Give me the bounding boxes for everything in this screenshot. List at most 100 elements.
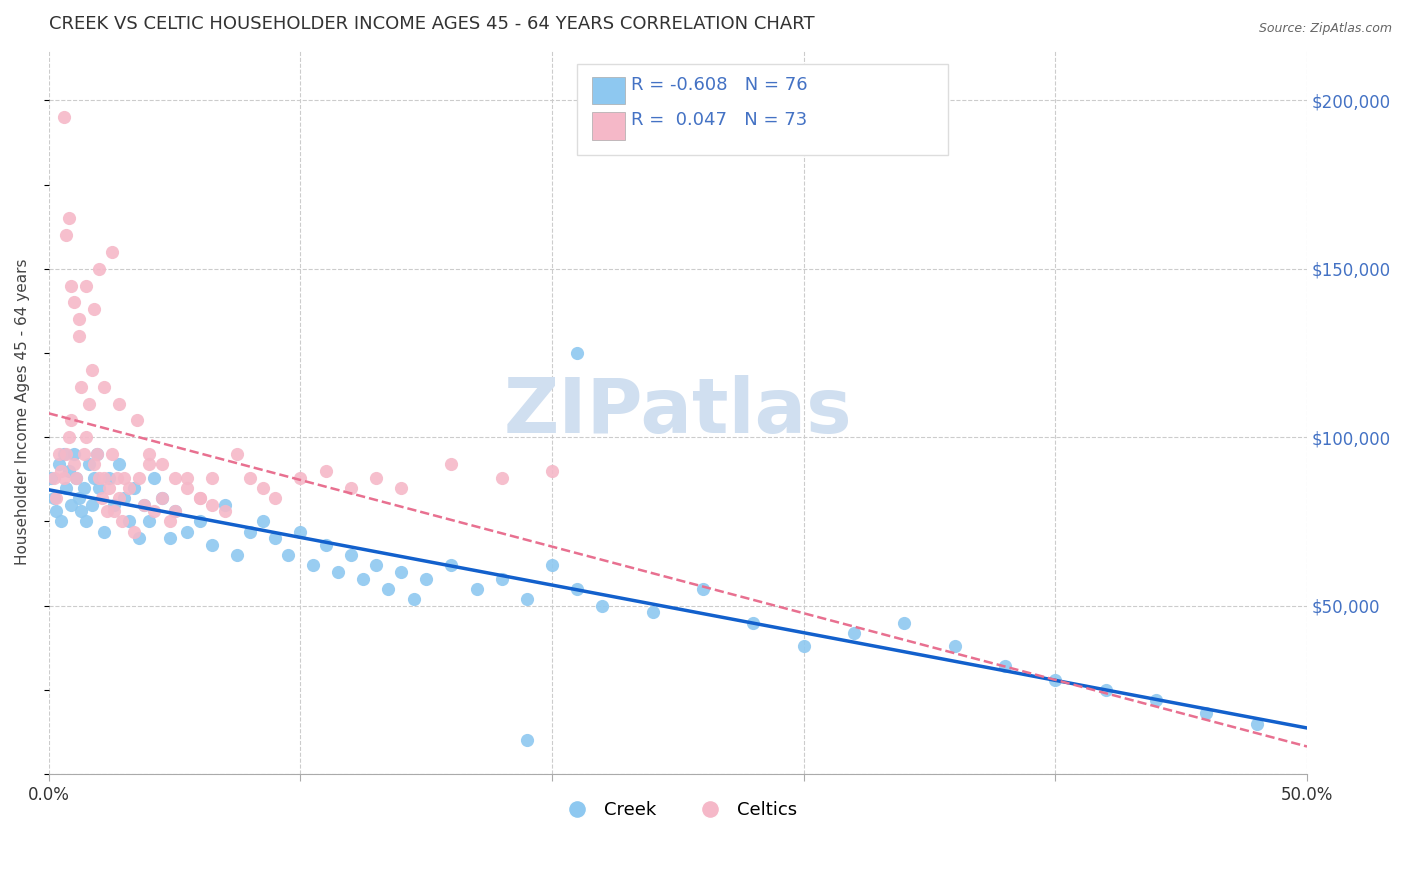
Point	[105, 471, 128, 485]
Point	[138, 457, 160, 471]
Point	[201, 471, 224, 485]
Point	[39, 471, 62, 485]
Point	[214, 504, 236, 518]
Point	[70, 504, 93, 518]
Point	[83, 302, 105, 317]
Point	[188, 491, 211, 505]
Point	[60, 413, 83, 427]
Text: Source: ZipAtlas.com: Source: ZipAtlas.com	[1258, 22, 1392, 36]
Point	[128, 471, 150, 485]
Point	[76, 515, 98, 529]
Point	[112, 491, 135, 505]
Point	[60, 498, 83, 512]
Point	[214, 498, 236, 512]
Text: CREEK VS CELTIC HOUSEHOLDER INCOME AGES 45 - 64 YEARS CORRELATION CHART: CREEK VS CELTIC HOUSEHOLDER INCOME AGES …	[49, 15, 814, 33]
Point	[591, 599, 613, 613]
Point	[76, 430, 98, 444]
Text: ZIPatlas: ZIPatlas	[503, 375, 852, 449]
Point	[96, 504, 118, 518]
Point	[42, 491, 65, 505]
Point	[339, 548, 361, 562]
Point	[124, 481, 146, 495]
Point	[176, 524, 198, 539]
Point	[80, 363, 103, 377]
Point	[943, 639, 966, 653]
Point	[138, 515, 160, 529]
Point	[1094, 682, 1116, 697]
Point	[118, 515, 141, 529]
Point	[73, 447, 96, 461]
Point	[692, 582, 714, 596]
Point	[100, 447, 122, 461]
Point	[163, 504, 186, 518]
Point	[290, 471, 312, 485]
Point	[402, 591, 425, 606]
Point	[134, 498, 156, 512]
Point	[264, 491, 287, 505]
Point	[51, 515, 73, 529]
Point	[541, 464, 564, 478]
Point	[150, 491, 173, 505]
Point	[48, 457, 70, 471]
Point	[98, 471, 121, 485]
Point	[150, 491, 173, 505]
Point	[55, 481, 77, 495]
Point	[134, 498, 156, 512]
Point	[567, 346, 589, 360]
Point	[124, 524, 146, 539]
Point	[377, 582, 399, 596]
Point	[51, 464, 73, 478]
Point	[641, 606, 664, 620]
Point	[1045, 673, 1067, 687]
Point	[73, 481, 96, 495]
Point	[63, 457, 86, 471]
Point	[352, 572, 374, 586]
Point	[108, 457, 131, 471]
Point	[118, 481, 141, 495]
Point	[742, 615, 765, 630]
Point	[302, 558, 325, 573]
Point	[52, 110, 75, 124]
Point	[143, 504, 166, 518]
Point	[339, 481, 361, 495]
Point	[176, 471, 198, 485]
Point	[125, 413, 148, 427]
Point	[83, 457, 105, 471]
Point	[201, 498, 224, 512]
Point	[491, 572, 513, 586]
Point	[128, 531, 150, 545]
Point	[176, 481, 198, 495]
Point	[86, 447, 108, 461]
Legend: Creek, Celtics: Creek, Celtics	[551, 794, 804, 827]
Point	[226, 548, 249, 562]
Point	[86, 447, 108, 461]
Point	[100, 244, 122, 259]
Point	[90, 491, 112, 505]
Point	[103, 504, 125, 518]
Point	[45, 491, 67, 505]
Point	[55, 447, 77, 461]
Point	[188, 515, 211, 529]
Point	[239, 471, 262, 485]
Point	[893, 615, 915, 630]
Point	[93, 380, 115, 394]
Point	[83, 471, 105, 485]
Point	[55, 228, 77, 243]
Point	[264, 531, 287, 545]
Point	[52, 471, 75, 485]
Point	[93, 471, 115, 485]
Y-axis label: Householder Income Ages 45 - 64 years: Householder Income Ages 45 - 64 years	[15, 259, 30, 566]
Point	[201, 538, 224, 552]
Point	[138, 447, 160, 461]
FancyBboxPatch shape	[592, 112, 626, 140]
Point	[108, 491, 131, 505]
Point	[1195, 706, 1218, 721]
Point	[239, 524, 262, 539]
Point	[48, 447, 70, 461]
Point	[143, 471, 166, 485]
Point	[63, 295, 86, 310]
Point	[389, 565, 412, 579]
Point	[315, 538, 337, 552]
Point	[364, 471, 387, 485]
Point	[516, 733, 538, 747]
